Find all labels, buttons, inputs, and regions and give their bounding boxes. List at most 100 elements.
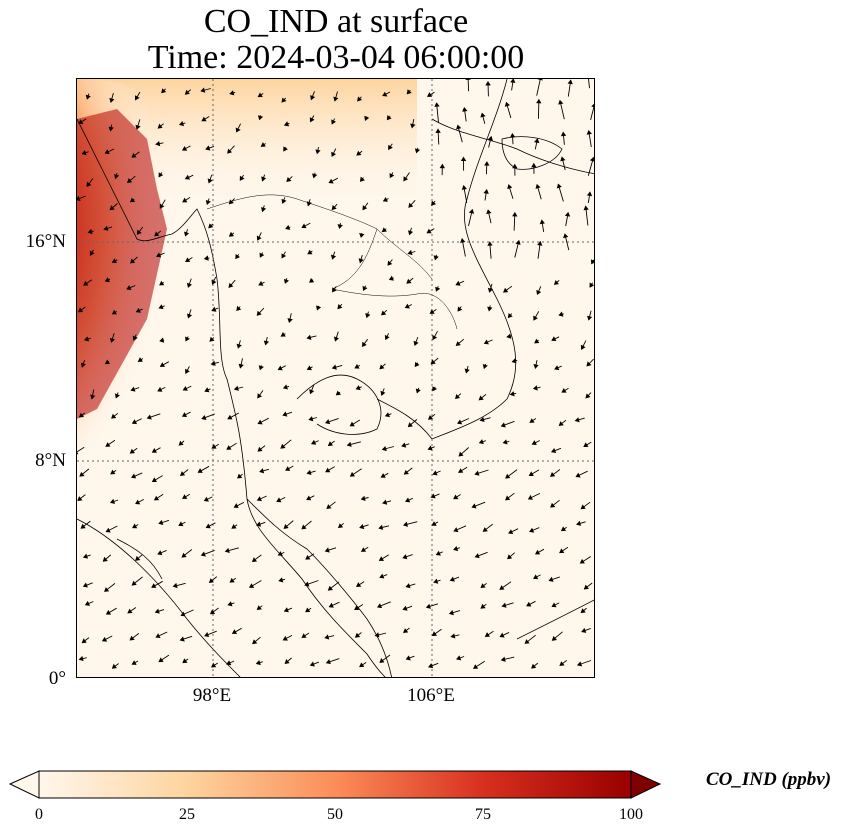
wind-arrow-head	[337, 224, 343, 230]
wind-arrow-head	[180, 611, 186, 617]
wind-arrow-head	[131, 473, 137, 479]
wind-arrow-head	[560, 131, 567, 137]
wind-arrow-head	[580, 504, 586, 510]
wind-arrow-head	[146, 414, 152, 420]
wind-arrow-head	[408, 202, 414, 208]
hainan-island	[501, 136, 563, 170]
wind-arrow-head	[389, 172, 395, 179]
colorbar-tick-0: 0	[35, 806, 43, 823]
wind-arrow-head	[527, 494, 533, 500]
wind-arrow-head	[104, 149, 110, 154]
wind-arrow-head	[126, 285, 132, 290]
wind-arrow-head	[309, 277, 315, 283]
wind-arrow-head	[310, 95, 316, 101]
gulf-tonkin-coast	[431, 118, 594, 175]
wind-arrow-head	[155, 633, 161, 639]
wind-arrow-head	[184, 231, 190, 237]
wind-arrow-head	[533, 364, 539, 369]
colorbar	[8, 770, 664, 800]
wind-arrow-head	[229, 577, 235, 583]
wind-arrow-head	[260, 142, 266, 147]
wind-arrow-head	[284, 658, 290, 665]
wind-arrow-head	[529, 418, 535, 423]
wind-arrow-head	[231, 523, 237, 529]
wind-arrow-head	[201, 116, 207, 122]
wind-arrow-head	[157, 550, 163, 556]
wind-arrow-head	[131, 660, 137, 665]
wind-arrow-head	[324, 547, 330, 553]
wind-arrow-head	[515, 239, 521, 245]
wind-arrow-head	[403, 176, 409, 182]
wind-arrow-head	[78, 119, 84, 124]
wind-arrow-head	[374, 632, 380, 638]
wind-arrow-head	[228, 231, 235, 237]
wind-arrow-head	[129, 448, 135, 454]
wind-arrow-head	[276, 497, 282, 503]
wind-arrow-head	[84, 600, 91, 606]
wind-arrow-head	[439, 163, 445, 169]
wind-arrow-head	[110, 469, 116, 475]
wind-arrow-head	[453, 527, 459, 533]
wind-arrow-head	[354, 632, 361, 638]
wind-arrow-shaft	[588, 79, 590, 89]
wind-arrow-head	[360, 495, 366, 501]
wind-arrow-head	[182, 197, 188, 203]
wind-arrow-head	[233, 385, 239, 391]
wind-arrow-head	[182, 494, 188, 499]
wind-arrow-head	[281, 253, 287, 259]
wind-arrow-head	[82, 582, 88, 588]
wind-arrow-head	[460, 238, 466, 243]
wind-arrow-head	[132, 335, 138, 341]
wind-arrow-head	[511, 358, 517, 364]
wind-arrow-head	[551, 602, 557, 608]
lat-label-16n: 16°N	[25, 231, 66, 252]
wind-arrow-head	[306, 201, 312, 207]
wind-arrow-head	[80, 362, 86, 368]
wind-arrow-head	[485, 81, 491, 86]
borneo-coast	[516, 599, 594, 640]
wind-arrow-head	[480, 583, 486, 588]
gulf-of-thailand	[296, 374, 382, 435]
wind-arrow-head	[248, 583, 255, 588]
wind-arrow-head	[87, 228, 93, 235]
wind-arrow-head	[283, 524, 289, 529]
wind-arrow-head	[281, 198, 287, 204]
wind-arrow-head	[586, 191, 593, 197]
wind-arrow-head	[479, 416, 485, 423]
wind-arrow-head	[306, 334, 312, 340]
wind-arrow-head	[185, 257, 191, 263]
wind-arrow-head	[331, 119, 337, 125]
wind-arrow-head	[586, 361, 592, 367]
wind-arrow-head	[402, 605, 408, 611]
wind-arrow-head	[256, 310, 262, 316]
wind-arrow-head	[357, 96, 363, 102]
wind-arrow-head	[204, 387, 210, 393]
wind-arrow-head	[537, 240, 543, 246]
wind-arrow-head	[364, 115, 370, 122]
wind-arrow-head	[308, 416, 314, 422]
wind-arrow-head	[227, 414, 233, 420]
wind-arrow-head	[376, 603, 383, 609]
wind-arrow-head	[486, 209, 492, 215]
wind-arrow-head	[256, 521, 262, 527]
wind-arrow-head	[455, 393, 461, 400]
wind-arrow-head	[431, 631, 438, 637]
wind-arrow-head	[379, 364, 385, 370]
wind-arrow-head	[415, 388, 421, 394]
wind-arrow-shaft	[77, 446, 85, 453]
wind-arrow-head	[487, 135, 493, 141]
wind-arrow-head	[550, 502, 556, 508]
wind-arrow-head	[312, 173, 318, 179]
wind-arrow-head	[471, 503, 477, 509]
wind-arrow-head	[131, 580, 137, 586]
wind-arrow-head	[277, 551, 283, 556]
wind-arrow-head	[210, 662, 217, 668]
wind-arrow-head	[382, 91, 388, 97]
wind-arrow-head	[105, 609, 112, 615]
wind-arrow-head	[487, 241, 493, 246]
wind-arrow-head	[576, 661, 583, 667]
wind-arrow-head	[287, 318, 293, 324]
wind-arrow-head	[283, 607, 289, 613]
wind-arrow-head	[402, 554, 408, 560]
co-plume-core	[77, 109, 167, 419]
